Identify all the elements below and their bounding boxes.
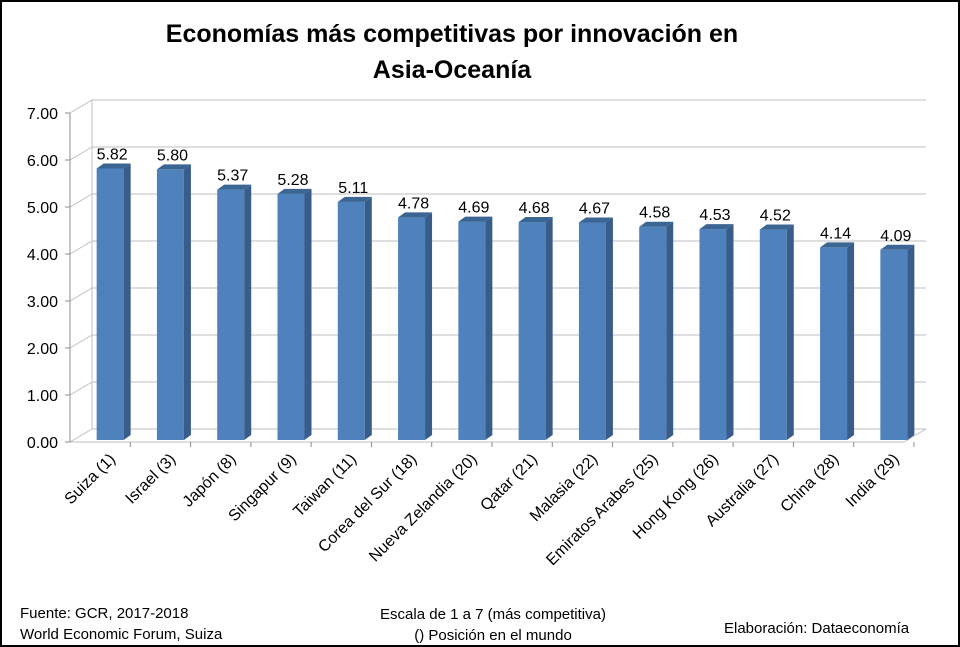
bar-top [518, 217, 553, 223]
bar [458, 221, 486, 440]
bar [398, 217, 426, 440]
bar-side [123, 163, 131, 440]
x-tick-label: Qatar (21) [477, 451, 541, 515]
credit-note: Elaboración: Dataeconomía [724, 618, 909, 639]
gridline-depth [69, 381, 93, 396]
bar [880, 249, 908, 440]
data-label: 4.53 [699, 207, 730, 224]
bar-top [639, 221, 674, 227]
bar-top [759, 224, 794, 230]
data-label: 4.67 [579, 201, 610, 218]
bar [639, 226, 667, 440]
bar-side [485, 216, 493, 440]
y-tick-label: 1.00 [27, 388, 58, 405]
x-tick-label: Nueva Zelandia (20) [366, 451, 481, 566]
chart-title-line-2: Asia-Oceanía [372, 56, 532, 84]
x-tick-label: Emiratos Arabes (25) [543, 451, 661, 569]
data-label: 4.68 [519, 200, 550, 217]
bar-side [304, 188, 312, 440]
data-label: 4.78 [398, 195, 429, 212]
bar [156, 169, 184, 440]
bar [277, 193, 305, 440]
y-tick-label: 3.00 [27, 294, 58, 311]
gridline-depth [69, 99, 93, 114]
bar-top [217, 184, 252, 190]
bar-top [458, 216, 493, 222]
credit-line: Elaboración: Dataeconomía [724, 620, 910, 637]
y-tick-label: 5.00 [27, 200, 58, 217]
bar-top [880, 244, 915, 250]
scale-line-2: () Posición en el mundo [414, 627, 572, 644]
bar [96, 168, 124, 440]
gridline-depth [69, 146, 93, 161]
chart-title-line-1: Economías más competitivas por innovació… [165, 20, 739, 48]
data-label: 5.37 [217, 168, 248, 185]
data-label: 4.14 [820, 225, 851, 242]
y-tick-label: 6.00 [27, 153, 58, 170]
bar-side [545, 217, 553, 440]
x-tick-label: Japón (8) [180, 451, 240, 511]
bar-layer [96, 163, 915, 440]
data-label: 4.69 [458, 200, 489, 217]
source-note: Fuente: GCR, 2017-2018 World Economic Fo… [20, 603, 222, 645]
y-tick-label: 2.00 [27, 341, 58, 358]
bar-top [699, 224, 734, 230]
bar [759, 229, 787, 440]
y-tick-label: 7.00 [27, 106, 58, 123]
chart-title: Economías más competitivas por innovació… [2, 16, 902, 88]
bar-side [364, 196, 372, 440]
gridline-depth [69, 240, 93, 255]
floor-left-edge [69, 428, 93, 443]
y-tick-label: 4.00 [27, 247, 58, 264]
x-tick-label: Israel (3) [123, 451, 180, 508]
bar-side [605, 217, 613, 440]
x-tick-label: China (28) [778, 451, 843, 516]
data-label: 4.09 [880, 228, 911, 245]
bar-side [666, 221, 674, 440]
data-label: 4.52 [760, 208, 791, 225]
x-tick-label: Suiza (1) [62, 451, 119, 508]
bar-side [847, 242, 855, 440]
data-label: 5.82 [97, 146, 128, 163]
bar [337, 201, 365, 440]
bar-side [907, 244, 915, 440]
floor-right-edge [903, 428, 927, 443]
data-label: 5.28 [277, 172, 308, 189]
bar-top [820, 242, 855, 248]
bar [578, 222, 606, 440]
bar-top [337, 196, 372, 202]
scale-note: Escala de 1 a 7 (más competitiva) () Pos… [358, 604, 628, 646]
gridline-depth [69, 287, 93, 302]
bar-top [398, 212, 433, 218]
grid-layer [65, 99, 927, 447]
bar-top [156, 164, 191, 170]
bar-top [96, 163, 131, 169]
source-line-2: World Economic Forum, Suiza [20, 626, 223, 643]
y-tick-label: 0.00 [27, 435, 58, 452]
bar-side [425, 212, 433, 440]
bar-side [183, 164, 191, 440]
bar [217, 189, 245, 440]
bar-top [578, 217, 613, 223]
bar [518, 222, 546, 440]
data-label: 5.11 [338, 180, 368, 197]
data-label: 4.58 [639, 205, 670, 222]
bar-side [786, 224, 794, 440]
bar [699, 229, 727, 440]
source-line-1: Fuente: GCR, 2017-2018 [20, 605, 189, 622]
gridline-depth [69, 193, 93, 208]
data-label: 5.80 [157, 147, 188, 164]
bar [820, 247, 848, 440]
x-tick-label: India (29) [843, 451, 903, 511]
gridline-depth [69, 334, 93, 349]
scale-line-1: Escala de 1 a 7 (más competitiva) [380, 606, 606, 623]
bar-side [244, 184, 252, 440]
bar-top [277, 188, 312, 194]
bar-side [726, 224, 734, 440]
